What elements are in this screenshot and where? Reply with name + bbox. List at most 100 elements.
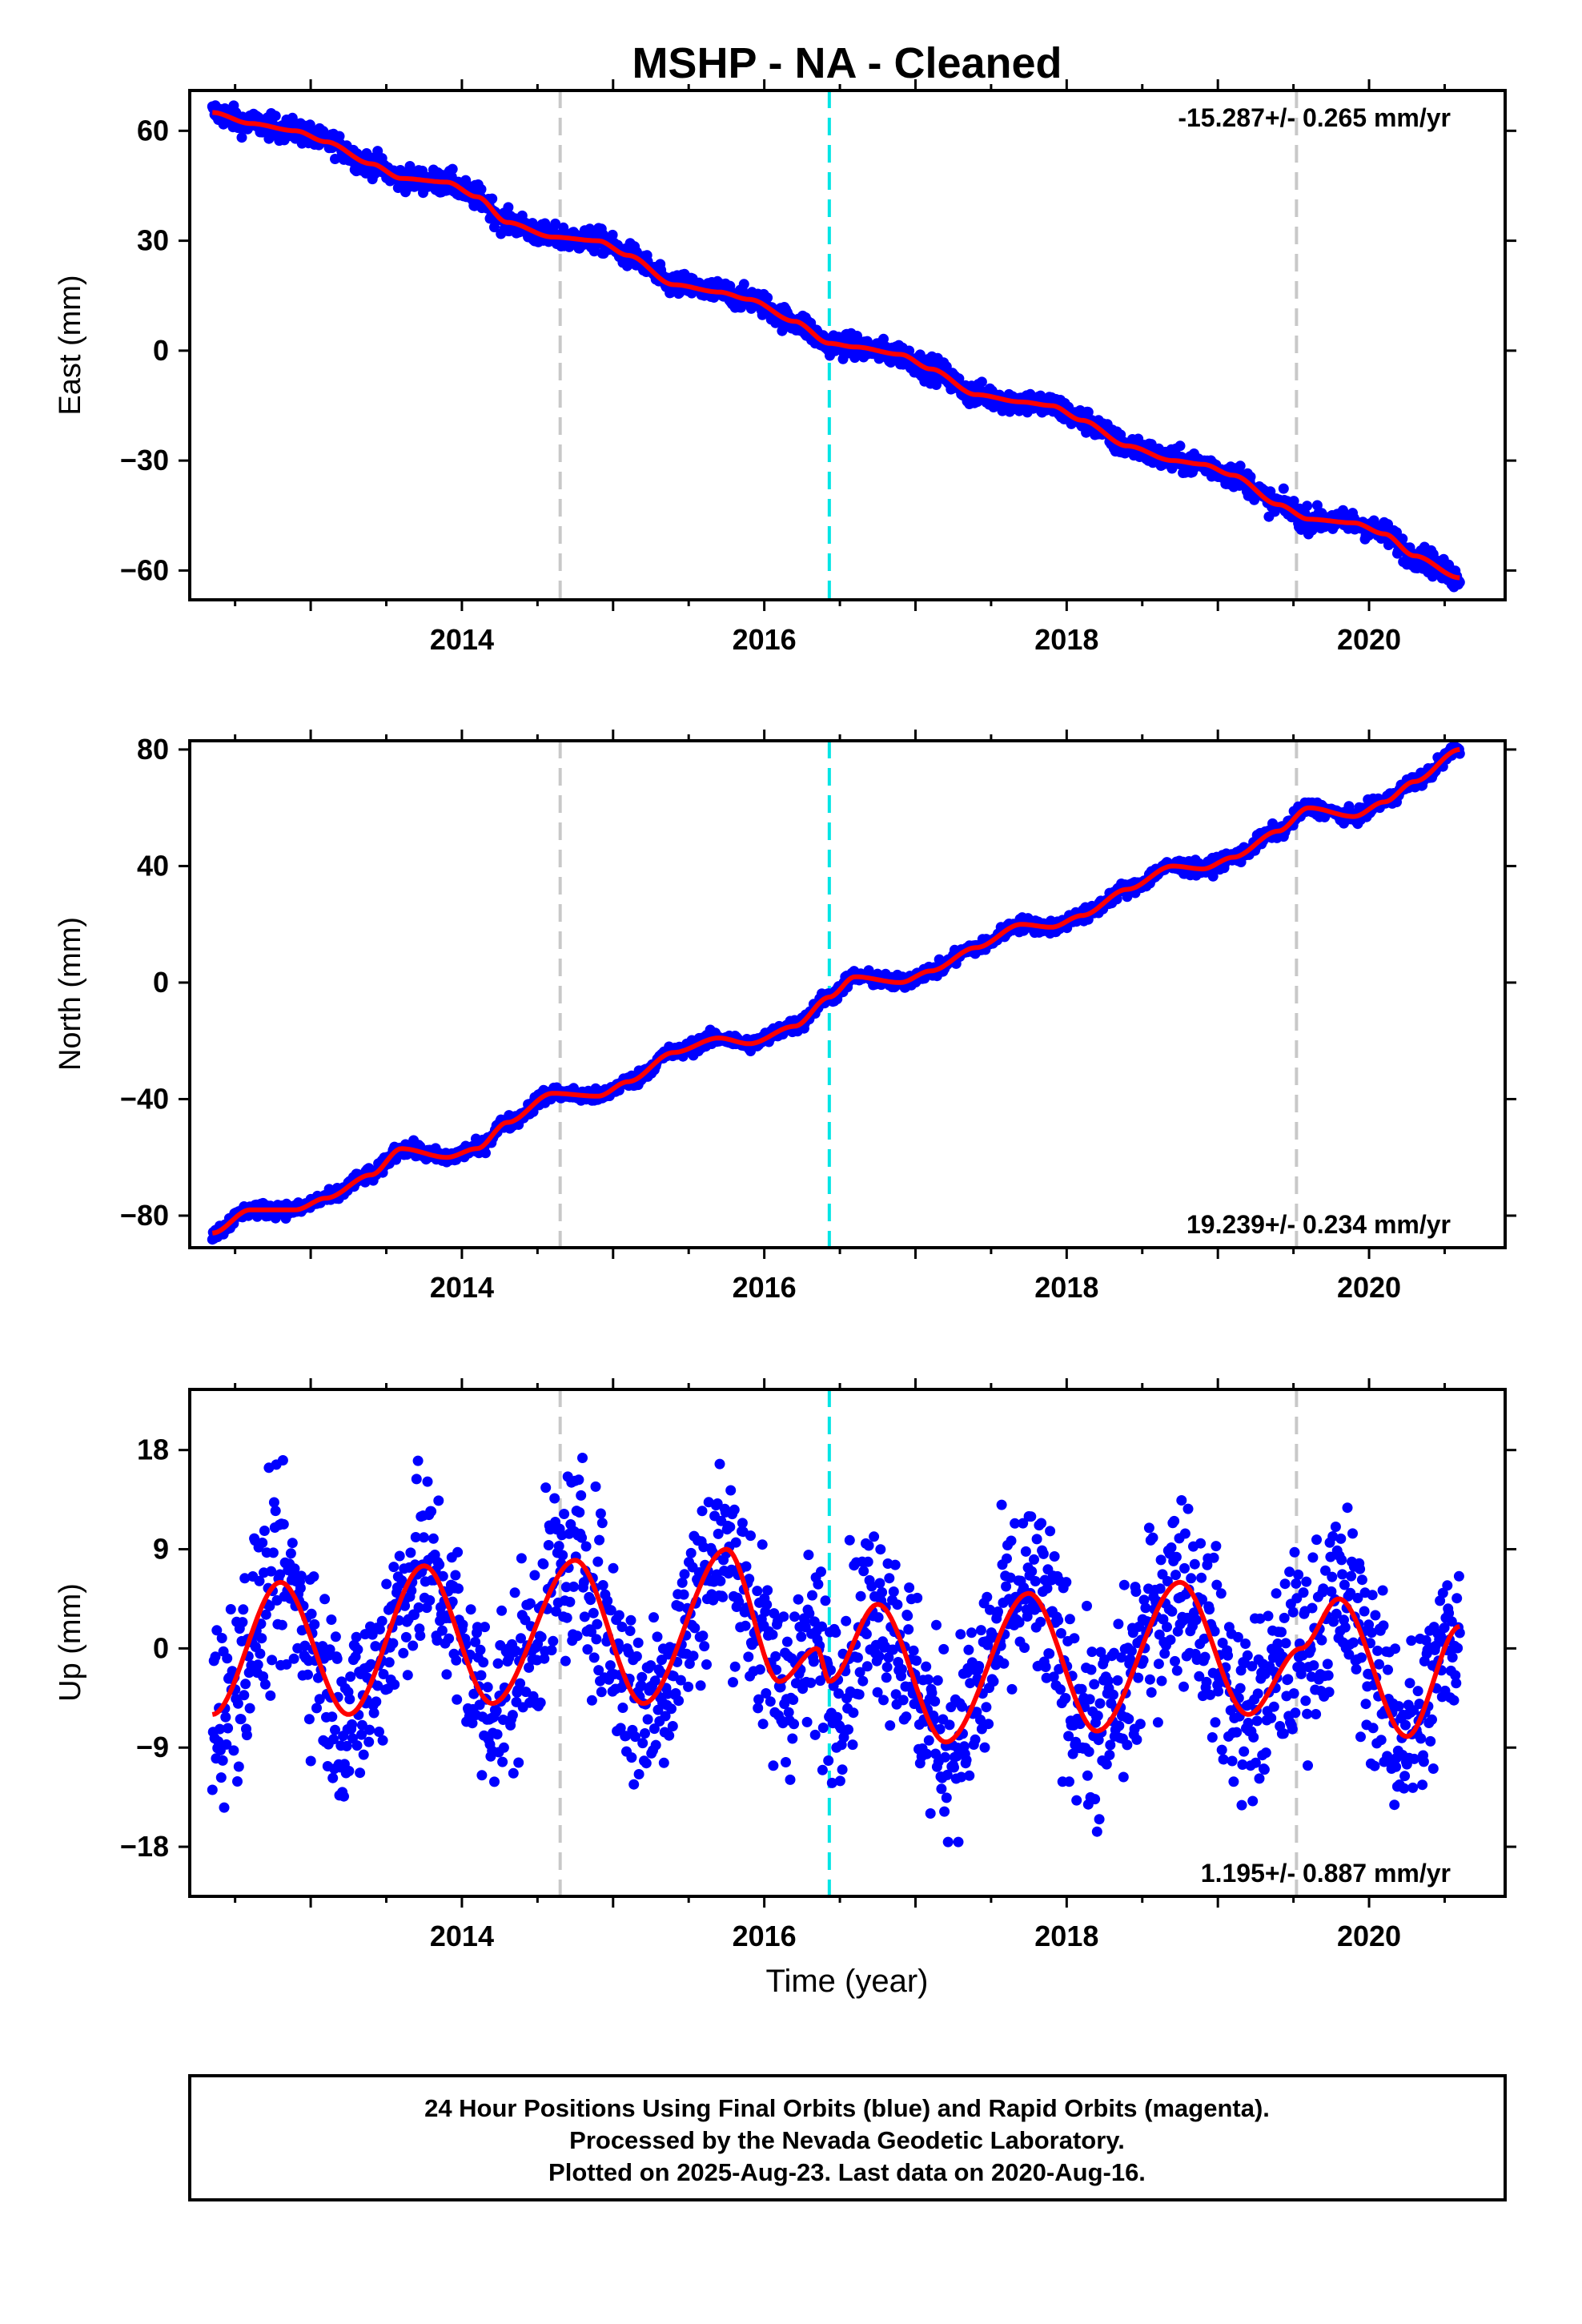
data-point: [1171, 1665, 1182, 1676]
data-point: [475, 1644, 486, 1655]
data-point: [347, 1719, 358, 1730]
data-point: [1240, 1638, 1251, 1649]
data-point: [931, 1619, 942, 1630]
data-point: [954, 373, 965, 384]
data-point: [344, 1694, 355, 1705]
data-point: [852, 1652, 863, 1663]
y-tick-label-east: −60: [120, 553, 169, 586]
data-point: [574, 1507, 585, 1518]
data-point: [586, 1695, 597, 1706]
data-point: [529, 1570, 540, 1581]
data-point: [1259, 1764, 1270, 1775]
data-point: [1155, 1554, 1166, 1566]
data-point: [785, 1774, 796, 1785]
data-point: [904, 1582, 915, 1593]
data-point: [1179, 1562, 1190, 1574]
data-point: [497, 1756, 508, 1767]
data-point: [1204, 1604, 1215, 1615]
data-point: [1123, 1714, 1134, 1724]
data-point: [816, 1566, 826, 1578]
data-point: [1227, 1755, 1238, 1767]
x-tick-label-east: 2020: [1337, 623, 1401, 656]
data-point: [762, 1585, 773, 1596]
data-point: [327, 1772, 339, 1783]
data-point: [255, 1648, 266, 1659]
y-axis-label-north: North (mm): [54, 917, 87, 1071]
data-point: [1091, 1826, 1102, 1837]
data-point: [902, 1610, 913, 1622]
data-point: [330, 1631, 341, 1642]
data-point: [594, 1534, 605, 1546]
data-point: [1064, 1614, 1075, 1625]
data-point: [560, 1655, 571, 1667]
data-point: [834, 1775, 845, 1787]
data-point: [843, 1724, 853, 1735]
data-point: [433, 1495, 444, 1506]
data-point: [873, 1651, 885, 1662]
data-point: [841, 1615, 852, 1626]
x-tick-label-east: 2018: [1034, 623, 1098, 656]
data-point: [787, 1733, 798, 1744]
data-point: [1118, 1579, 1130, 1590]
data-point: [376, 1615, 387, 1626]
data-point: [817, 1723, 829, 1733]
y-tick-label-north: −40: [120, 1082, 169, 1115]
data-point: [1152, 1717, 1163, 1728]
data-point: [745, 1530, 756, 1542]
data-point: [976, 376, 987, 388]
data-point: [295, 1582, 306, 1594]
data-point: [236, 132, 247, 143]
data-point: [1216, 1744, 1227, 1755]
data-point: [543, 1540, 554, 1550]
x-tick-label-north: 2020: [1337, 1271, 1401, 1304]
data-point: [377, 1735, 388, 1746]
data-point: [452, 1546, 464, 1558]
data-point: [415, 1630, 426, 1641]
data-point: [877, 1586, 888, 1598]
data-point: [1196, 1572, 1207, 1583]
data-point: [573, 1474, 584, 1486]
data-point: [388, 1562, 400, 1573]
data-point: [1280, 1638, 1291, 1649]
data-point: [476, 1670, 487, 1681]
y-axis-label-east: East (mm): [54, 275, 87, 415]
data-point: [613, 1610, 624, 1621]
data-point: [781, 1757, 791, 1767]
data-point: [1031, 1534, 1042, 1545]
data-point: [813, 1578, 824, 1590]
data-point: [1228, 1776, 1239, 1787]
data-point: [215, 1772, 227, 1783]
data-point: [1083, 1746, 1094, 1757]
data-point: [1113, 1618, 1124, 1630]
data-point: [1279, 1578, 1291, 1590]
data-point: [974, 1661, 985, 1671]
data-point: [267, 1547, 279, 1558]
data-point: [1215, 1588, 1227, 1599]
plot-title: MSHP - NA - Cleaned: [632, 39, 1062, 87]
data-point: [1094, 1814, 1105, 1825]
data-point: [1036, 1518, 1047, 1529]
data-point: [232, 1698, 243, 1709]
data-point: [592, 1618, 603, 1630]
data-point: [1030, 1576, 1041, 1586]
data-point: [576, 1490, 587, 1501]
data-point: [558, 222, 569, 233]
data-point: [1235, 1683, 1246, 1694]
data-point: [761, 1599, 773, 1610]
data-point: [632, 1637, 644, 1648]
data-point: [582, 1644, 593, 1655]
data-point: [881, 1672, 892, 1683]
data-point: [447, 163, 458, 175]
data-point: [602, 1595, 613, 1606]
data-point: [408, 1640, 419, 1651]
data-point: [640, 1728, 650, 1739]
data-point: [1133, 1672, 1144, 1683]
data-point: [1084, 1694, 1095, 1705]
data-point: [572, 1630, 583, 1642]
data-point: [306, 1608, 317, 1619]
data-point: [259, 1526, 270, 1536]
y-tick-label-east: −30: [120, 444, 169, 476]
x-tick-label-north: 2016: [733, 1271, 797, 1304]
data-point: [921, 1661, 932, 1672]
data-point: [450, 1570, 461, 1581]
